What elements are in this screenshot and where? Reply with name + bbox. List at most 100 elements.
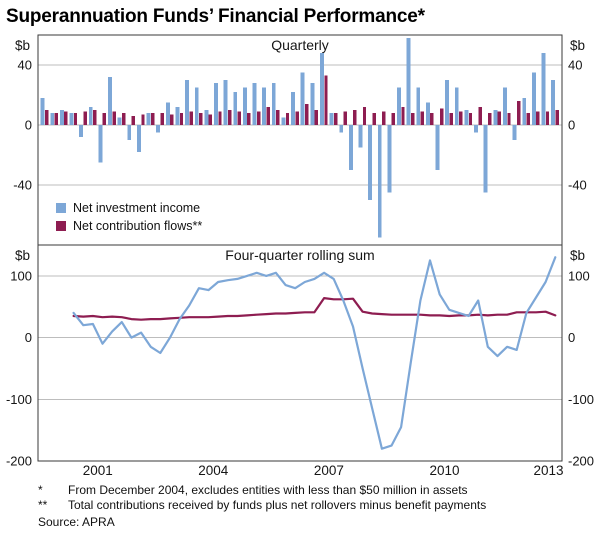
bar-net-contribution-flows [160, 113, 164, 125]
bar-net-investment-income [406, 38, 411, 125]
bar-net-contribution-flows [401, 107, 405, 125]
y-tick-label-right: 40 [568, 58, 582, 73]
bar-net-contribution-flows [516, 101, 521, 125]
bar-net-contribution-flows [122, 113, 126, 125]
panel-title: Four-quarter rolling sum [225, 247, 374, 263]
footnotes: * From December 2004, excludes entities … [0, 481, 600, 530]
chart-svg: $b $b Quarterly 40 40 0 0 -40 -40 $b $b Four-quarte… [6, 34, 594, 478]
bar-net-investment-income [117, 117, 122, 125]
y-tick-label-left: -40 [13, 178, 32, 193]
legend-item-net-investment-income: Net investment income [56, 201, 202, 215]
bar-net-investment-income [512, 125, 517, 140]
y-tick-label-left: -200 [6, 454, 32, 469]
bar-net-investment-income [242, 87, 247, 125]
legend: Net investment income Net contribution f… [56, 201, 202, 237]
bar-net-contribution-flows [285, 113, 290, 125]
bar-net-contribution-flows [372, 113, 376, 125]
footnote-2-marker: ** [38, 498, 48, 512]
bar-net-investment-income [310, 83, 315, 125]
bar-net-investment-income [271, 83, 276, 125]
y-tick-label-right: -200 [568, 454, 594, 469]
bar-net-investment-income [214, 83, 218, 125]
bar-net-contribution-flows [353, 110, 357, 125]
bar-net-investment-income [541, 53, 546, 125]
bar-net-investment-income [223, 80, 228, 125]
bar-net-investment-income [108, 77, 112, 125]
bar-net-investment-income [348, 125, 353, 170]
bar-net-contribution-flows [54, 113, 58, 125]
x-tick-label: 2007 [314, 463, 344, 478]
bar-net-contribution-flows [179, 113, 184, 125]
y-tick-label-left: -100 [6, 392, 32, 407]
bar-net-contribution-flows [141, 114, 145, 125]
bar-net-contribution-flows [343, 111, 347, 125]
bar-net-contribution-flows [170, 114, 174, 125]
plot-border [37, 34, 563, 462]
bar-net-investment-income [483, 125, 488, 193]
bar-net-contribution-flows [102, 113, 107, 125]
legend-label-net-investment-income: Net investment income [73, 201, 201, 215]
x-tick-label: 2004 [198, 463, 229, 478]
bar-net-investment-income [59, 110, 64, 125]
bar-net-investment-income [387, 125, 392, 193]
bar-net-contribution-flows [382, 111, 386, 125]
bar-net-contribution-flows [44, 110, 49, 125]
y-tick-label-right: -100 [568, 392, 594, 407]
bar-net-contribution-flows [256, 111, 261, 125]
x-tick-label: 2013 [533, 463, 563, 478]
chart-title: Superannuation Funds’ Financial Performa… [6, 6, 425, 27]
bar-net-contribution-flows [295, 111, 299, 125]
y-tick-label-right: -40 [568, 178, 587, 193]
unit-label-left: $b [15, 248, 30, 263]
bar-net-investment-income [474, 125, 478, 133]
bar-net-contribution-flows [545, 111, 550, 125]
bar-net-investment-income [233, 92, 238, 125]
bar-net-investment-income [551, 80, 556, 125]
y-tick-label-left: 0 [25, 118, 32, 133]
bar-net-contribution-flows [410, 113, 415, 125]
y-tick-label-right: 0 [568, 330, 575, 345]
bar-net-contribution-flows [430, 113, 434, 125]
bar-net-contribution-flows [64, 111, 68, 125]
bar-net-investment-income [79, 125, 84, 137]
y-tick-label-left: 100 [10, 268, 32, 283]
bar-net-contribution-flows [420, 111, 424, 125]
bar-net-investment-income [185, 80, 190, 125]
legend-item-net-contribution-flows: Net contribution flows** [56, 219, 202, 233]
chart-area: $b $b Quarterly 40 40 0 0 -40 -40 $b $b Four-quarte… [0, 29, 600, 481]
bar-net-investment-income [127, 125, 132, 140]
bar-net-contribution-flows [208, 114, 213, 125]
y-tick-label-left: 40 [18, 58, 32, 73]
bar-net-investment-income [156, 125, 161, 133]
footnote-1-marker: * [38, 483, 43, 497]
bar-net-investment-income [464, 110, 469, 125]
bar-net-contribution-flows [83, 111, 87, 125]
bar-net-contribution-flows [478, 107, 482, 125]
bar-net-investment-income [377, 125, 382, 238]
unit-label-left: $b [15, 38, 30, 53]
line-net-contribution-flows-rolling-sum [72, 297, 557, 321]
footnote-1-text: From December 2004, excludes entities wi… [68, 483, 468, 497]
bar-net-investment-income [358, 125, 363, 148]
legend-swatch-net-investment-income [56, 203, 66, 213]
bar-net-contribution-flows [227, 110, 232, 125]
bar-net-investment-income [435, 125, 440, 170]
bar-net-investment-income [503, 87, 507, 125]
bar-net-investment-income [136, 125, 141, 152]
bar-net-contribution-flows [73, 113, 78, 125]
bar-net-contribution-flows [449, 113, 453, 125]
bar-net-contribution-flows [218, 111, 222, 125]
bar-net-investment-income [204, 110, 209, 125]
line-net-investment-income-rolling-sum [72, 256, 557, 450]
bar-net-contribution-flows [150, 113, 155, 125]
bar-net-contribution-flows [391, 113, 396, 125]
bar-net-investment-income [88, 107, 93, 125]
bar-net-investment-income [368, 125, 373, 200]
bar-net-investment-income [165, 102, 170, 125]
y-tick-label-left: 0 [25, 330, 32, 345]
legend-swatch-net-contribution-flows [56, 221, 66, 231]
x-tick-label: 2001 [83, 463, 113, 478]
bar-net-contribution-flows [93, 110, 97, 125]
bar-net-investment-income [194, 87, 199, 125]
footnote-2: ** Total contributions received by funds… [38, 498, 592, 513]
